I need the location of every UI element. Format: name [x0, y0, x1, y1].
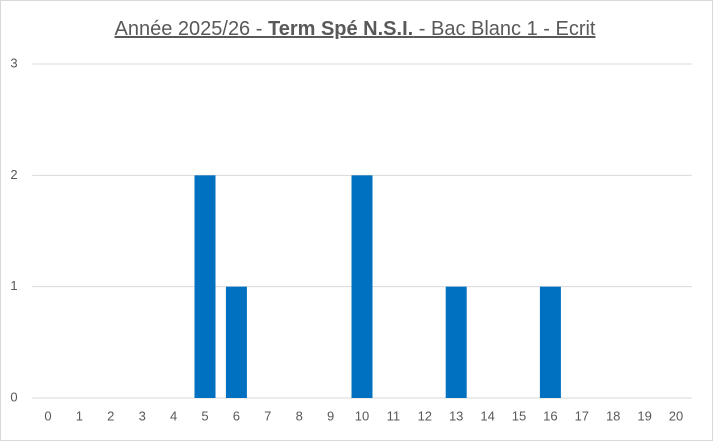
x-tick-label: 15: [512, 408, 526, 423]
y-tick-label: 3: [10, 55, 17, 70]
bar: [225, 286, 247, 398]
x-tick-label: 7: [264, 408, 271, 423]
x-tick-label: 16: [543, 408, 557, 423]
y-tick-label: 0: [10, 389, 17, 404]
chart-title: Année 2025/26 - Term Spé N.S.I. - Bac Bl…: [115, 18, 596, 40]
y-tick-label: 2: [10, 167, 17, 182]
x-tick-label: 10: [355, 408, 369, 423]
title-part-bold: Term Spé N.S.I.: [268, 18, 413, 40]
y-tick-label: 1: [10, 278, 17, 293]
title-part: Année 2025/26 -: [115, 18, 268, 40]
bar: [194, 175, 216, 398]
x-tick-label: 6: [233, 408, 240, 423]
bar: [351, 175, 373, 398]
x-tick-label: 20: [669, 408, 683, 423]
x-tick-label: 5: [201, 408, 208, 423]
x-tick-label: 11: [387, 408, 401, 423]
x-tick-label: 18: [606, 408, 620, 423]
x-tick-label: 9: [327, 408, 334, 423]
x-tick-label: 2: [107, 408, 114, 423]
bar: [445, 286, 467, 398]
x-tick-label: 19: [637, 408, 651, 423]
x-tick-label: 14: [480, 408, 494, 423]
x-tick-label: 1: [76, 408, 83, 423]
x-tick-label: 4: [170, 408, 177, 423]
x-tick-label: 3: [139, 408, 146, 423]
x-tick-label: 0: [44, 408, 51, 423]
x-tick-label: 17: [575, 408, 589, 423]
bar: [539, 286, 561, 398]
x-tick-label: 8: [296, 408, 303, 423]
x-tick-label: 12: [418, 408, 432, 423]
x-tick-label: 13: [449, 408, 463, 423]
title-part: - Bac Blanc 1 - Ecrit: [413, 18, 596, 40]
